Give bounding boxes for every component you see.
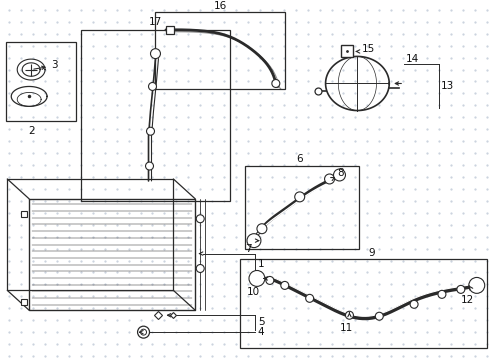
Text: 8: 8	[338, 168, 344, 178]
Circle shape	[345, 311, 353, 319]
Bar	[6, 42, 76, 121]
Text: 13: 13	[441, 81, 454, 91]
Circle shape	[457, 285, 465, 293]
Bar	[240, 258, 487, 348]
Circle shape	[272, 80, 280, 87]
Bar	[155, 12, 285, 89]
Text: 3: 3	[51, 60, 58, 69]
Text: 7: 7	[245, 244, 251, 253]
Text: 12: 12	[461, 295, 474, 305]
Circle shape	[147, 127, 154, 135]
Circle shape	[324, 174, 335, 184]
Circle shape	[469, 278, 485, 293]
Text: 10: 10	[246, 287, 260, 297]
Circle shape	[247, 234, 261, 248]
Circle shape	[148, 82, 156, 90]
Circle shape	[146, 162, 153, 170]
Bar	[81, 30, 230, 201]
Circle shape	[294, 192, 305, 202]
Circle shape	[306, 294, 314, 302]
Circle shape	[196, 215, 204, 223]
Circle shape	[375, 312, 383, 320]
Text: 14: 14	[406, 54, 419, 64]
Circle shape	[410, 300, 418, 308]
Text: 11: 11	[340, 323, 353, 333]
Text: 17: 17	[149, 17, 162, 27]
Text: 1: 1	[258, 258, 265, 269]
Circle shape	[281, 282, 289, 289]
Text: 9: 9	[368, 248, 375, 257]
Text: 5: 5	[258, 317, 265, 327]
Circle shape	[438, 291, 446, 298]
Text: 15: 15	[362, 45, 375, 54]
Text: 4: 4	[258, 327, 265, 337]
Circle shape	[138, 326, 149, 338]
Bar	[245, 166, 359, 249]
Circle shape	[150, 49, 160, 59]
Circle shape	[257, 224, 267, 234]
Circle shape	[266, 276, 274, 284]
Circle shape	[249, 270, 265, 287]
Circle shape	[334, 169, 345, 181]
Text: 2: 2	[28, 126, 34, 136]
Circle shape	[196, 265, 204, 273]
Text: 6: 6	[296, 154, 303, 164]
Circle shape	[141, 329, 147, 335]
Text: 16: 16	[214, 1, 227, 11]
